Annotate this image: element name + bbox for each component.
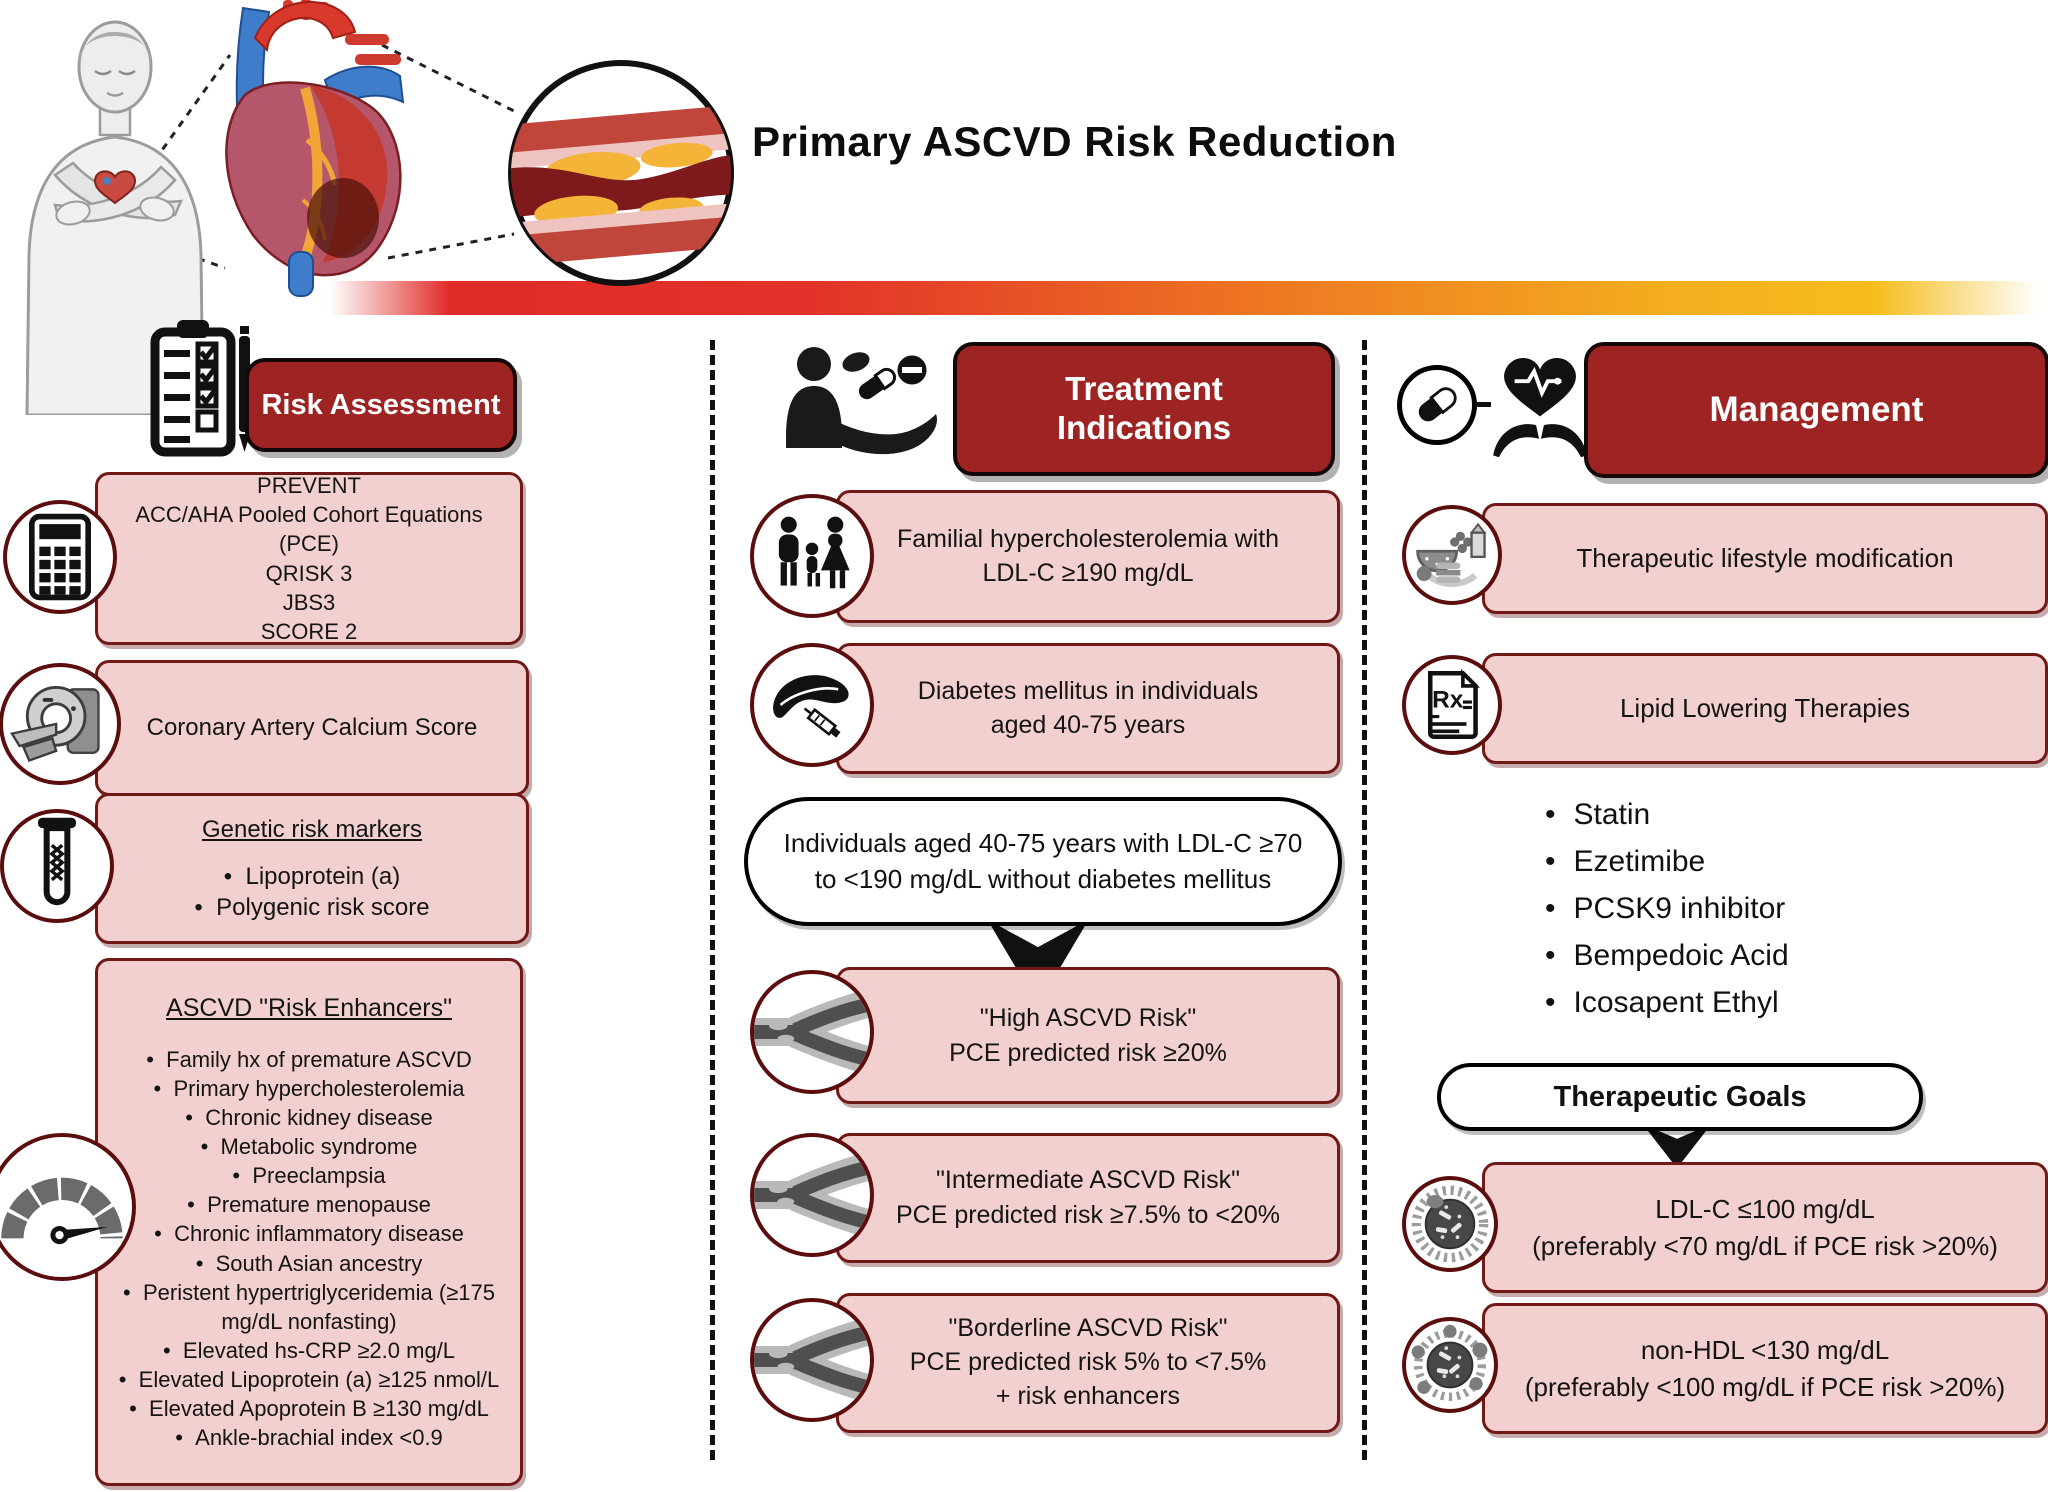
nonhdl-goal-text: non-HDL <130 mg/dL (preferably <100 mg/d… (1524, 1335, 2006, 1402)
genetic-risk-title: Genetic risk markers (201, 815, 423, 843)
risk-enhancer-item: Elevated Lipoprotein (a) ≥125 nmol/L (106, 1365, 512, 1394)
risk-scores-box: PREVENT ACC/AHA Pooled Cohort Equations … (95, 472, 523, 645)
genetic-bullet-item: Polygenic risk score (194, 892, 429, 923)
high-risk-box: "High ASCVD Risk" PCE predicted risk ≥20… (836, 967, 1340, 1104)
stenosed-artery-icon (750, 970, 874, 1094)
calculator-icon (3, 500, 117, 614)
rx-glyph: Rx (1432, 687, 1464, 714)
risk-enhancer-item: Premature menopause (106, 1190, 512, 1219)
clipboard-checklist-icon (150, 320, 250, 457)
icon-connector-line (1475, 402, 1491, 407)
treatment-indications-header: Treatment Indications (953, 342, 1335, 476)
treatment-indications-header-label: Treatment Indications (1056, 370, 1232, 446)
atherosclerosis-magnifier-illustration (503, 60, 739, 286)
ldl-goal-box: LDL-C ≤100 mg/dL (preferably <70 mg/dL i… (1482, 1162, 2048, 1293)
family-icon (750, 494, 874, 618)
therapeutic-goals-stadium: Therapeutic Goals (1437, 1063, 1923, 1131)
lipoprotein-particle-icon (1402, 1317, 1498, 1413)
ldl-particle-icon (1402, 1176, 1498, 1272)
high-risk-text: "High ASCVD Risk" PCE predicted risk ≥20… (949, 1003, 1227, 1067)
caregiver-medication-icon (786, 347, 938, 455)
risk-enhancer-item: Ankle-brachial index <0.9 (106, 1423, 512, 1452)
genetic-risk-bullets: Lipoprotein (a)Polygenic risk score (194, 861, 429, 923)
risk-assessment-header: Risk Assessment (245, 358, 517, 452)
diabetes-text: Diabetes mellitus in individuals aged 40… (917, 676, 1259, 739)
risk-enhancer-item: Metabolic syndrome (106, 1132, 512, 1161)
risk-enhancers-bullets: Family hx of premature ASCVDPrimary hype… (106, 1045, 512, 1451)
medication-item: Ezetimibe (1545, 845, 1885, 879)
healthy-food-icon (1402, 505, 1502, 605)
risk-enhancer-item: Elevated Apoprotein B ≥130 mg/dL (106, 1394, 512, 1423)
medication-list: Statin Ezetimibe PCSK9 inhibitor Bempedoic … (1545, 798, 1885, 1020)
stenosed-artery-icon (750, 1133, 874, 1257)
genetic-risk-box: Genetic risk markers Lipoprotein (a)Poly… (95, 793, 529, 944)
risk-enhancers-box: ASCVD "Risk Enhancers" Family hx of prem… (95, 958, 523, 1486)
lifestyle-box: Therapeutic lifestyle modification (1482, 503, 2048, 614)
genetic-bullet-item: Lipoprotein (a) (194, 861, 429, 892)
nonhdl-goal-box: non-HDL <130 mg/dL (preferably <100 mg/d… (1482, 1303, 2048, 1434)
lifestyle-text: Therapeutic lifestyle modification (1576, 543, 1954, 573)
diabetes-box: Diabetes mellitus in individuals aged 40… (836, 643, 1340, 774)
dna-test-tube-icon (0, 809, 114, 923)
medication-item: PCSK9 inhibitor (1545, 892, 1885, 926)
risk-enhancer-item: Chronic kidney disease (106, 1103, 512, 1132)
medication-item: Statin (1545, 798, 1885, 832)
capsule-icon (1397, 365, 1477, 445)
medication-item: Bempedoic Acid (1545, 939, 1885, 973)
rx-prescription-icon: Rx (1402, 655, 1502, 755)
management-header: Management (1584, 342, 2048, 478)
risk-assessment-header-label: Risk Assessment (261, 388, 501, 421)
risk-enhancer-item: South Asian ancestry (106, 1249, 512, 1278)
stenosed-artery-icon (750, 1298, 874, 1422)
risk-enhancers-title: ASCVD "Risk Enhancers" (166, 994, 452, 1023)
lipid-therapies-box: Lipid Lowering Therapies (1482, 653, 2048, 764)
risk-enhancer-item: Peristent hypertriglyceridemia (≥175 mg/… (106, 1278, 512, 1336)
pancreas-icon (750, 643, 874, 767)
risk-gauge-icon (0, 1133, 136, 1281)
risk-enhancer-item: Preeclampsia (106, 1161, 512, 1190)
therapeutic-goals-label: Therapeutic Goals (1553, 1080, 1807, 1113)
cohort-note-text: Individuals aged 40-75 years with LDL-C … (783, 828, 1303, 894)
risk-enhancer-item: Elevated hs-CRP ≥2.0 mg/L (106, 1336, 512, 1365)
borderline-risk-text: "Borderline ASCVD Risk" PCE predicted ri… (909, 1314, 1267, 1410)
intermediate-risk-text: "Intermediate ASCVD Risk" PCE predicted … (895, 1166, 1281, 1229)
medication-item: Icosapent Ethyl (1545, 986, 1885, 1020)
column-divider-right (1362, 340, 1367, 1460)
cac-score-text: Coronary Artery Calcium Score (146, 714, 478, 741)
hands-holding-heart-icon (1493, 357, 1587, 458)
management-header-label: Management (1709, 390, 1924, 429)
familial-hypercholesterolemia-box: Familial hypercholesterolemia with LDL-C… (836, 490, 1340, 623)
heart-illustration (225, 0, 405, 297)
risk-scores-text: PREVENT ACC/AHA Pooled Cohort Equations … (135, 473, 483, 644)
intermediate-risk-box: "Intermediate ASCVD Risk" PCE predicted … (836, 1133, 1340, 1263)
cohort-note-stadium: Individuals aged 40-75 years with LDL-C … (744, 797, 1342, 926)
risk-gradient-bar (330, 281, 2048, 315)
familial-hypercholesterolemia-text: Familial hypercholesterolemia with LDL-C… (896, 524, 1280, 587)
ct-scanner-icon (0, 663, 121, 785)
lipid-therapies-text: Lipid Lowering Therapies (1619, 693, 1911, 723)
page-title: Primary ASCVD Risk Reduction (752, 118, 1397, 165)
cac-score-box: Coronary Artery Calcium Score (95, 660, 529, 796)
risk-enhancer-item: Family hx of premature ASCVD (106, 1045, 512, 1074)
column-divider-left (710, 340, 715, 1460)
ldl-goal-text: LDL-C ≤100 mg/dL (preferably <70 mg/dL i… (1532, 1194, 1998, 1261)
down-arrow-icon (1647, 1127, 1707, 1167)
risk-enhancer-item: Chronic inflammatory disease (106, 1219, 512, 1248)
risk-enhancer-item: Primary hypercholesterolemia (106, 1074, 512, 1103)
borderline-risk-box: "Borderline ASCVD Risk" PCE predicted ri… (836, 1293, 1340, 1433)
